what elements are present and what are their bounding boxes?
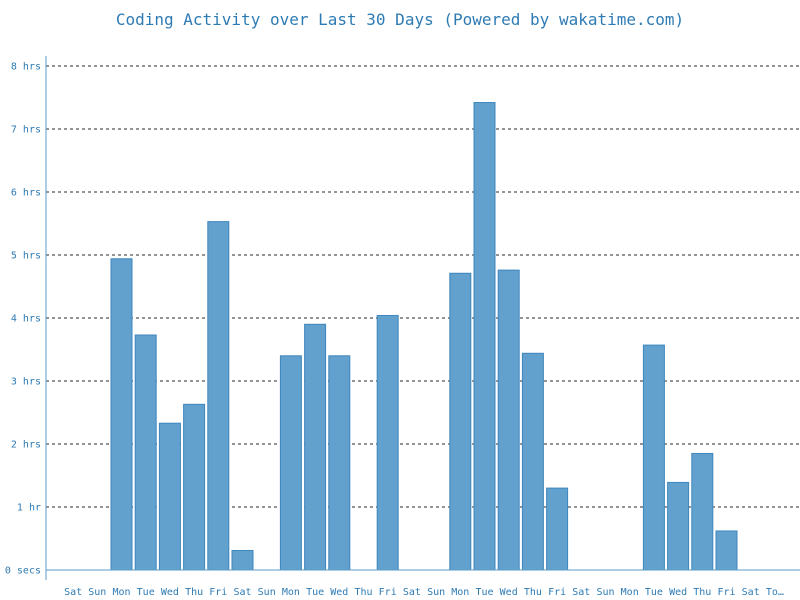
x-tick-label: Mon (112, 587, 130, 598)
x-tick-label: Tue (306, 587, 324, 598)
bar (183, 403, 206, 571)
y-tick-label: 8 hrs (11, 62, 41, 73)
bar (497, 269, 520, 571)
y-tick-label: 7 hrs (11, 125, 41, 136)
y-tick-label: 0 secs (5, 566, 41, 577)
x-tick-label: Thu (354, 587, 372, 598)
bar (473, 102, 496, 571)
x-tick-label: Thu (693, 587, 711, 598)
x-tick-label: Fri (548, 587, 566, 598)
y-tick-label: 1 hr (17, 503, 41, 514)
bar (546, 487, 569, 571)
x-tick-label: Sat (742, 587, 760, 598)
bar (715, 530, 738, 571)
bar (642, 344, 665, 571)
y-tick-label: 3 hrs (11, 377, 41, 388)
x-tick-label: Wed (330, 587, 348, 598)
x-tick-label: Tue (137, 587, 155, 598)
bar (521, 352, 544, 571)
tick-labels: 0 secs 1 hr 2 hrs 3 hrs 4 hrs 5 hrs 6 hrs 7 hrs… (5, 62, 784, 599)
x-tick-label: To… (766, 587, 784, 598)
chart-title: Coding Activity over Last 30 Days (Power… (115, 10, 685, 29)
x-tick-label: Fri (209, 587, 227, 598)
x-tick-label: Wed (161, 587, 179, 598)
y-tick-label: 2 hrs (11, 440, 41, 451)
bar (449, 272, 472, 571)
axes (45, 56, 800, 580)
x-tick-label: Tue (645, 587, 663, 598)
x-tick-label: Sun (427, 587, 445, 598)
bar (207, 221, 230, 571)
bar (231, 549, 254, 571)
x-tick-label: Sun (258, 587, 276, 598)
bar (158, 422, 181, 571)
x-tick-label: Sat (233, 587, 251, 598)
x-tick-label: Wed (669, 587, 687, 598)
bars (110, 102, 738, 571)
x-tick-label: Sat (403, 587, 421, 598)
x-tick-label: Sat (64, 587, 82, 598)
x-tick-label: Mon (621, 587, 639, 598)
y-tick-label: 4 hrs (11, 314, 41, 325)
bar (376, 314, 399, 571)
x-tick-label: Wed (500, 587, 518, 598)
bar (279, 355, 302, 571)
bar (667, 481, 690, 571)
bar (691, 452, 714, 571)
x-tick-label: Sat (572, 587, 590, 598)
x-tick-label: Thu (185, 587, 203, 598)
x-tick-label: Mon (282, 587, 300, 598)
bar (134, 334, 157, 571)
x-tick-label: Sun (88, 587, 106, 598)
x-tick-label: Fri (717, 587, 735, 598)
x-tick-label: Thu (524, 587, 542, 598)
x-tick-label: Mon (451, 587, 469, 598)
bar (328, 355, 351, 571)
y-tick-label: 5 hrs (11, 251, 41, 262)
x-tick-label: Tue (475, 587, 493, 598)
x-tick-label: Sun (596, 587, 614, 598)
bar (304, 323, 327, 571)
y-tick-label: 6 hrs (11, 188, 41, 199)
bar (110, 258, 133, 571)
x-tick-label: Fri (379, 587, 397, 598)
